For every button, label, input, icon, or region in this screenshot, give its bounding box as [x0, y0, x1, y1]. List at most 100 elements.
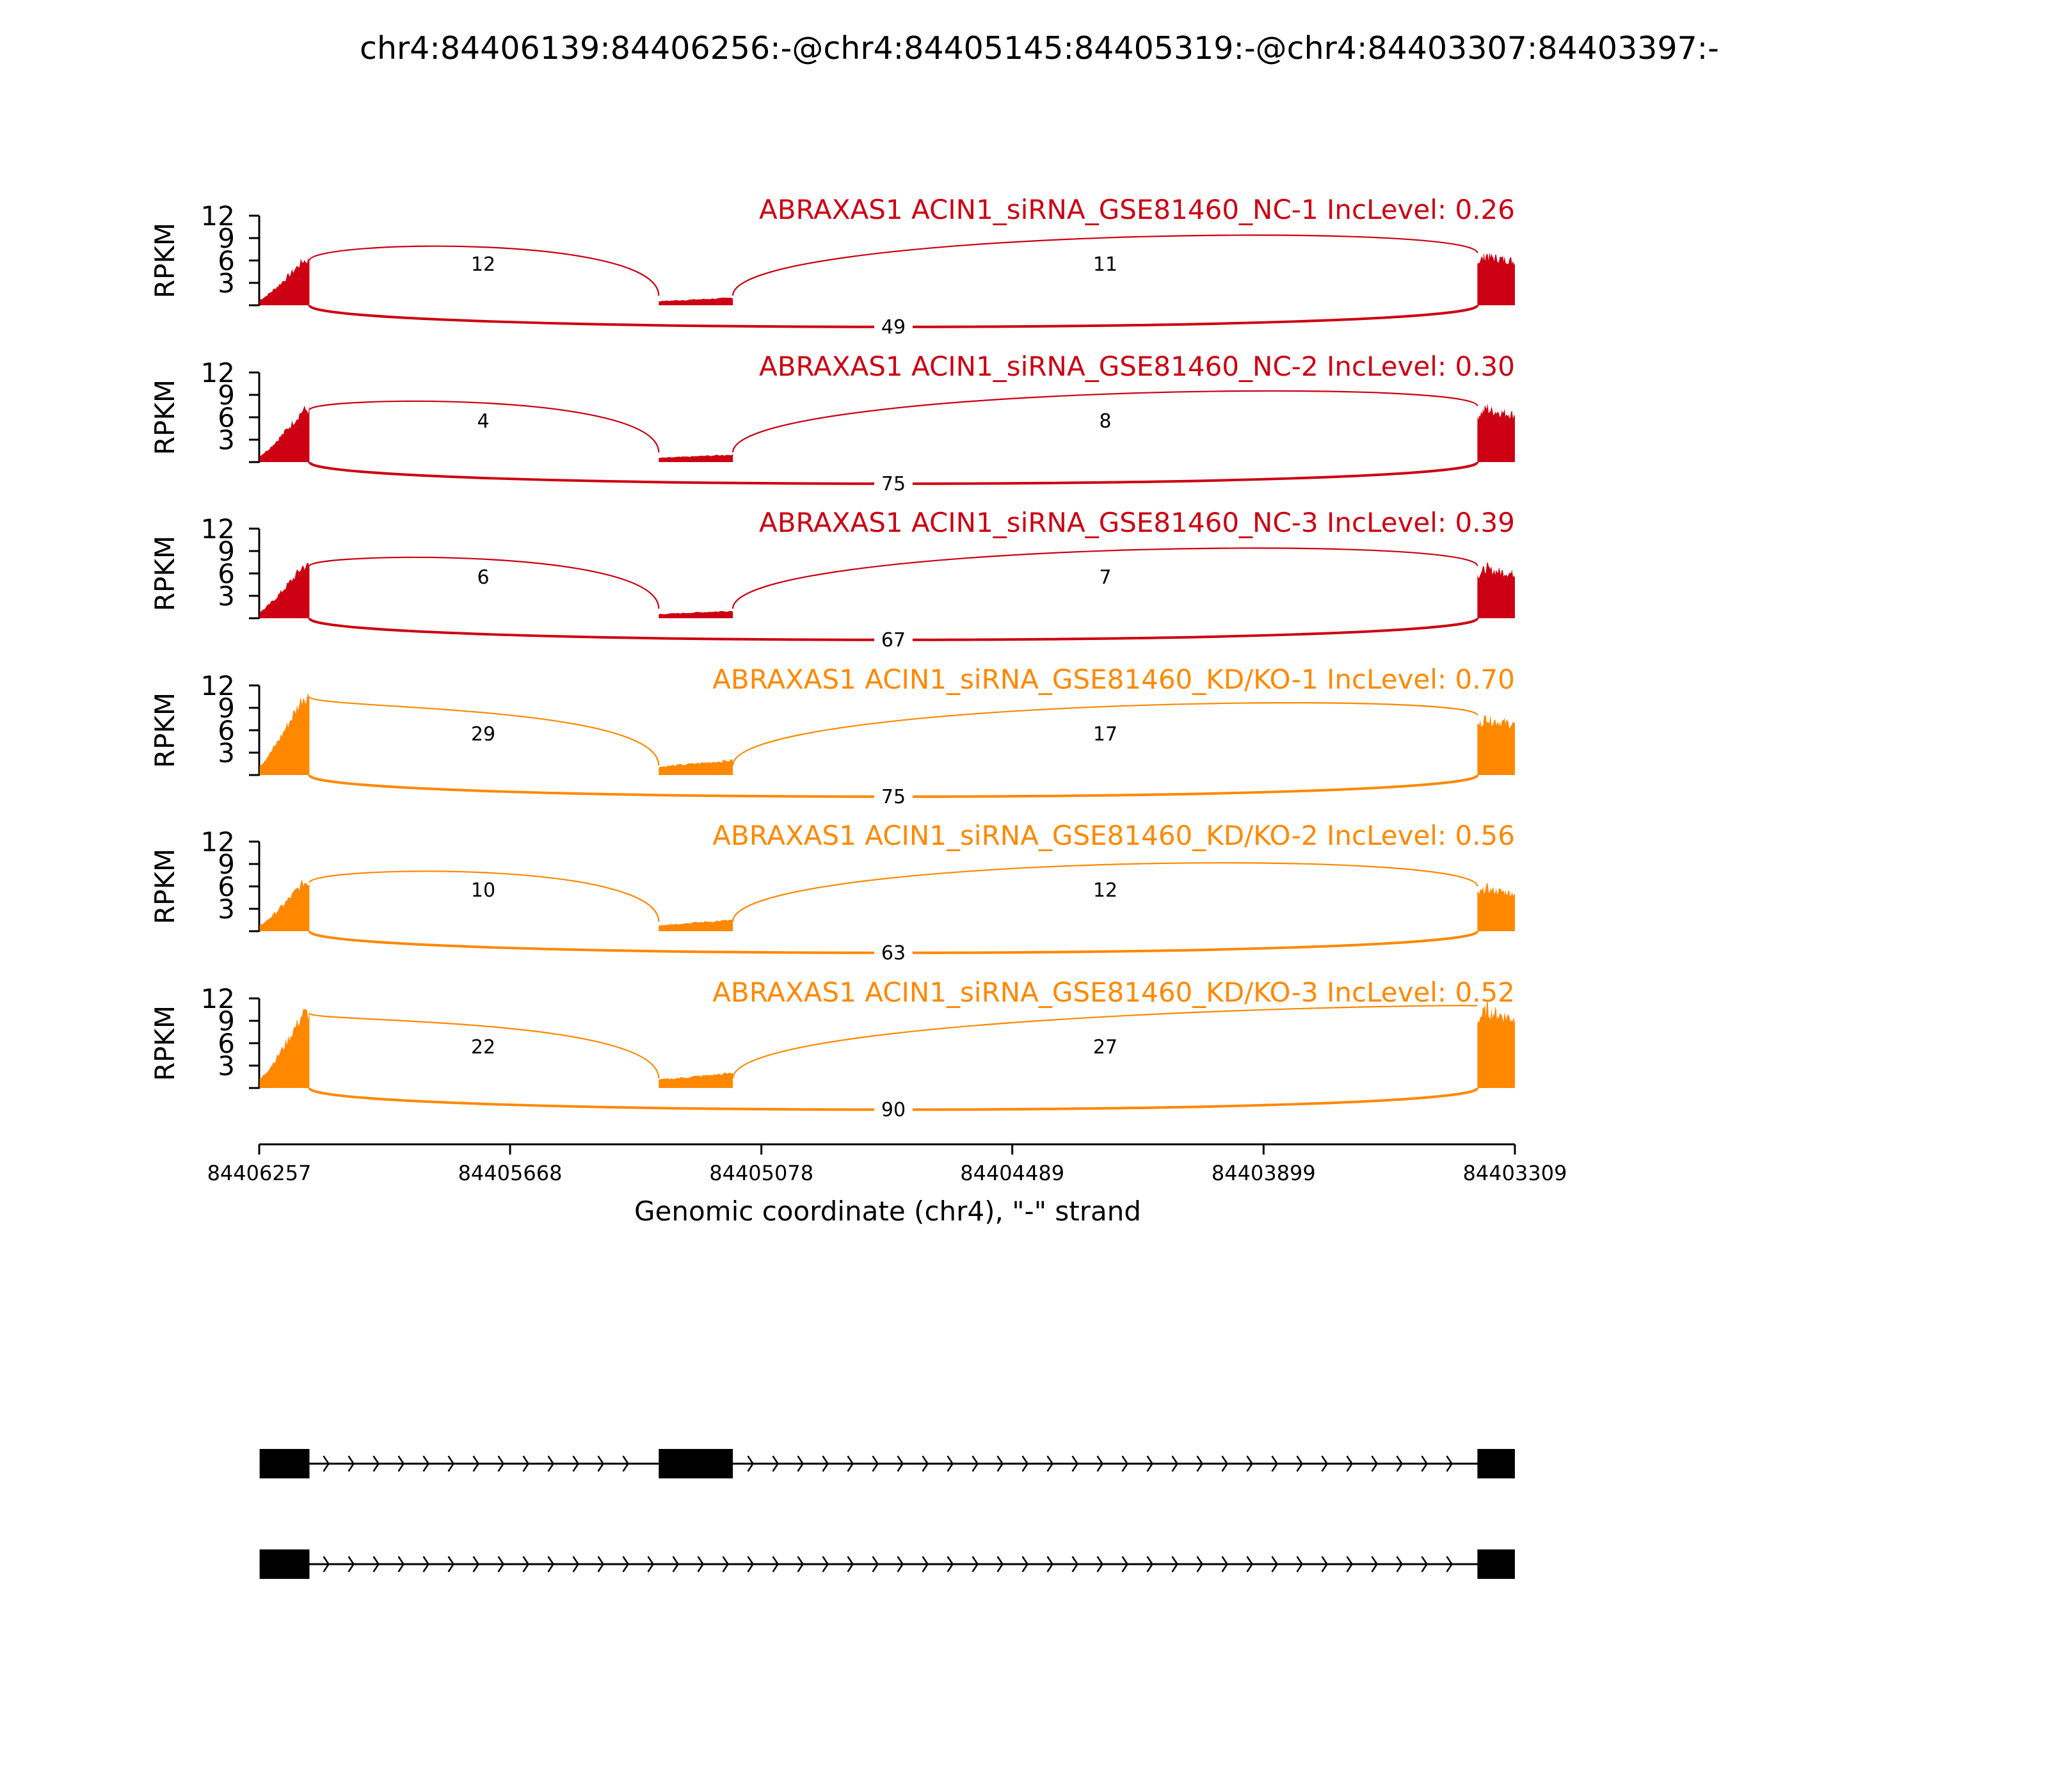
- strand-arrow: [1296, 1455, 1304, 1472]
- x-axis: 84406257 84405668 84405078 84404489 84403899…: [207, 1143, 1567, 1185]
- strand-arrow: [1221, 1556, 1229, 1572]
- junction-count-label: 7: [1099, 566, 1111, 589]
- coverage-area: [1477, 403, 1515, 462]
- strand-arrow: [1121, 1455, 1129, 1472]
- y-tick-label: 6: [218, 558, 235, 589]
- y-tick-label: 6: [218, 402, 235, 433]
- strand-arrow: [972, 1556, 979, 1572]
- strand-arrow: [572, 1556, 580, 1572]
- y-tick-label: 3: [218, 1050, 235, 1082]
- y-tick-label: 12: [201, 513, 235, 545]
- strand-arrow: [1146, 1556, 1154, 1572]
- coverage-area: [1477, 999, 1515, 1088]
- strand-arrow: [897, 1556, 904, 1572]
- y-tick-label: 9: [218, 1005, 235, 1037]
- junction-label-bg: [1086, 251, 1124, 274]
- strand-arrow: [822, 1556, 829, 1572]
- strand-arrow: [597, 1455, 605, 1472]
- junction-label-bg: [1086, 1034, 1124, 1057]
- strand-arrow: [922, 1455, 929, 1472]
- strand-arrow: [622, 1455, 630, 1472]
- junction-count-label: 22: [471, 1036, 495, 1059]
- strand-arrow: [1046, 1556, 1054, 1572]
- junction-count-label: 10: [471, 879, 495, 902]
- junction-count-label: 12: [471, 253, 495, 276]
- y-axis-label: RPKM: [149, 223, 180, 298]
- y-tick-label: 3: [218, 268, 235, 299]
- panel-title: ABRAXAS1 ACIN1_siRNA_GSE81460_NC-2 IncLe…: [759, 351, 1515, 382]
- junction-count-label: 90: [881, 1099, 906, 1121]
- isoform-track: [259, 1549, 1515, 1579]
- strand-arrow: [348, 1455, 355, 1472]
- strand-arrow: [647, 1556, 655, 1572]
- junction-count-label: 75: [881, 786, 906, 808]
- strand-arrow: [1396, 1455, 1404, 1472]
- strand-arrow: [497, 1556, 505, 1572]
- strand-arrow: [597, 1556, 605, 1572]
- strand-arrow: [1096, 1455, 1104, 1472]
- junction-count-label: 12: [1093, 879, 1117, 902]
- junction-count-label: 11: [1093, 253, 1117, 276]
- x-axis-label: Genomic coordinate (chr4), "-" strand: [634, 1196, 1141, 1227]
- y-tick-label: 9: [218, 223, 235, 254]
- isoform-track: [259, 1449, 1515, 1478]
- coverage-area: [259, 563, 310, 618]
- y-tick-label: 6: [218, 1028, 235, 1059]
- y-tick-label: 12: [201, 983, 235, 1014]
- strand-arrow: [397, 1455, 405, 1472]
- junction-arc-downstream: [732, 1005, 1478, 1079]
- coverage-area: [659, 758, 733, 775]
- y-tick-label: 3: [218, 424, 235, 456]
- strand-arrow: [797, 1556, 804, 1572]
- strand-arrow: [897, 1455, 904, 1472]
- strand-arrow: [547, 1455, 555, 1472]
- exon-box: [659, 1449, 733, 1478]
- exon-box: [259, 1549, 310, 1579]
- coverage-area: [259, 1009, 310, 1088]
- strand-arrow: [422, 1556, 430, 1572]
- strand-arrow: [372, 1556, 380, 1572]
- y-tick-label: 3: [218, 737, 235, 769]
- strand-arrow: [922, 1556, 929, 1572]
- junction-count-label: 63: [881, 942, 906, 964]
- strand-arrow: [797, 1455, 804, 1472]
- strand-arrow: [1421, 1556, 1428, 1572]
- junction-label-bg: [1086, 877, 1124, 900]
- y-axis-label: RPKM: [149, 536, 180, 611]
- junction-arc-downstream: [732, 547, 1478, 609]
- junction-label-bg: [1086, 564, 1124, 587]
- y-tick-label: 9: [218, 380, 235, 411]
- strand-arrow: [1046, 1455, 1054, 1472]
- strand-arrow: [522, 1455, 530, 1472]
- x-tick-label: 84403899: [1212, 1161, 1316, 1185]
- strand-arrow: [847, 1556, 854, 1572]
- coverage-area: [1477, 561, 1515, 618]
- strand-arrow: [1421, 1455, 1428, 1472]
- junction-arc-downstream: [732, 702, 1478, 766]
- exon-box: [1477, 1549, 1515, 1579]
- strand-arrow: [747, 1556, 755, 1572]
- y-tick-label: 12: [201, 670, 235, 701]
- strand-arrow: [972, 1455, 979, 1472]
- x-tick-label: 84406257: [207, 1161, 312, 1185]
- coverage-area: [659, 1072, 733, 1088]
- junction-arc-upstream: [308, 870, 660, 922]
- strand-arrow: [1071, 1556, 1079, 1572]
- strand-arrow: [672, 1556, 680, 1572]
- strand-arrow: [872, 1455, 879, 1472]
- y-tick-label: 6: [218, 871, 235, 902]
- junction-count-label: 49: [881, 316, 906, 339]
- chart-title: chr4:84406139:84406256:-@chr4:84405145:8…: [360, 30, 1719, 67]
- junction-label-bg: [874, 314, 913, 337]
- strand-arrow: [447, 1455, 455, 1472]
- coverage-area: [259, 693, 310, 775]
- panel-title: ABRAXAS1 ACIN1_siRNA_GSE81460_KD/KO-1 In…: [712, 664, 1515, 695]
- junction-arc-downstream: [732, 390, 1478, 453]
- strand-arrow: [622, 1556, 630, 1572]
- strand-arrow: [1246, 1455, 1254, 1472]
